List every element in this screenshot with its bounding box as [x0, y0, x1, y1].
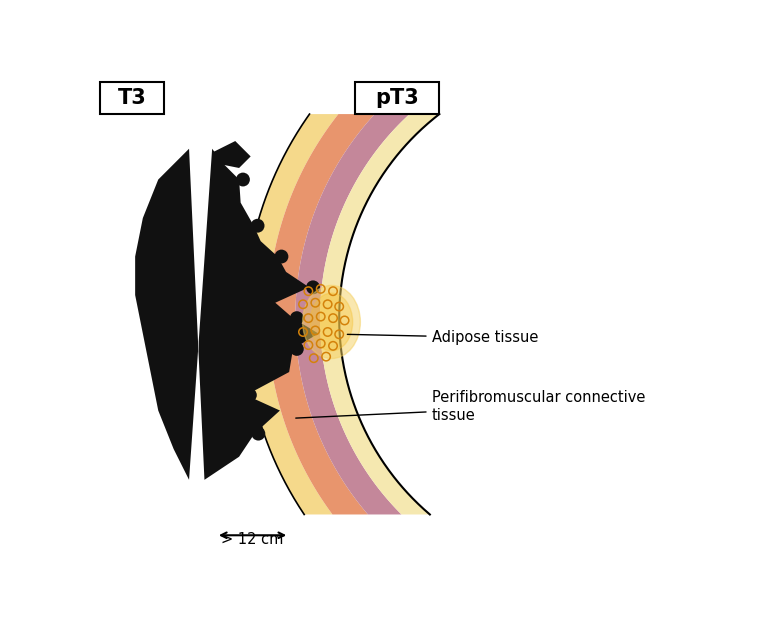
Text: Perifibromuscular connective
tissue: Perifibromuscular connective tissue [296, 391, 645, 423]
Circle shape [274, 250, 288, 263]
Text: T3: T3 [117, 88, 146, 108]
Circle shape [290, 311, 304, 325]
Ellipse shape [302, 286, 360, 358]
Text: pT3: pT3 [375, 88, 419, 108]
FancyBboxPatch shape [355, 81, 440, 114]
Polygon shape [245, 114, 338, 515]
Circle shape [236, 173, 250, 186]
Polygon shape [268, 114, 374, 515]
Circle shape [306, 280, 320, 294]
Circle shape [252, 427, 265, 441]
Circle shape [243, 388, 257, 402]
Polygon shape [135, 149, 318, 480]
Circle shape [251, 219, 265, 233]
FancyBboxPatch shape [101, 81, 164, 114]
Circle shape [290, 342, 304, 356]
Polygon shape [296, 114, 409, 515]
Ellipse shape [310, 293, 352, 351]
Polygon shape [212, 141, 251, 168]
Polygon shape [320, 114, 440, 515]
Text: > 12 cm: > 12 cm [221, 532, 283, 547]
Text: Adipose tissue: Adipose tissue [347, 330, 538, 345]
